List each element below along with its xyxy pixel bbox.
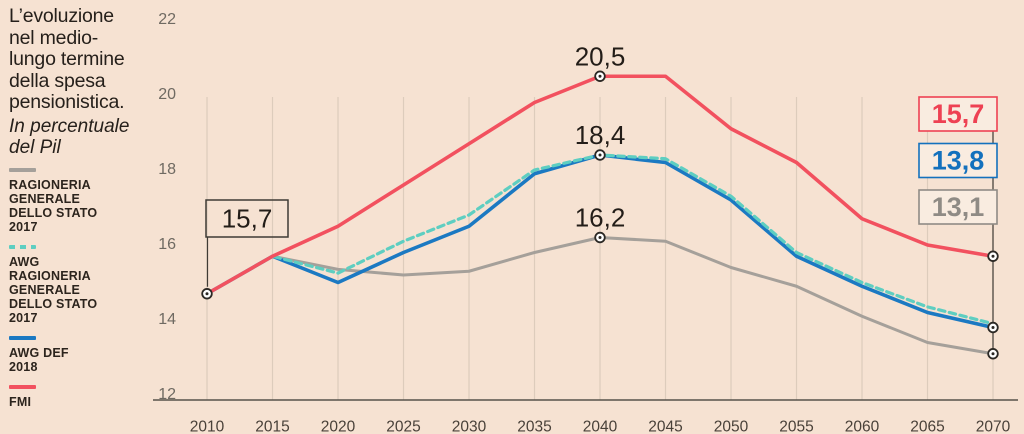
x-tick-label-2020: 2020: [321, 418, 356, 434]
y-tick-label-12: 12: [158, 386, 176, 403]
end-value-label-fmi: 15,7: [932, 99, 985, 129]
data-point-marker-dot-2070-5: [991, 326, 995, 329]
legend-swatch-awg-rgs-2017-dashed-line-icon: [9, 244, 36, 249]
legend-item-fmi: FMI: [9, 384, 165, 409]
legend-item-rgs-2017: RAGIONERIA GENERALE DELLO STATO 2017: [9, 167, 165, 234]
legend-swatch-fmi-line-icon: [9, 384, 36, 389]
x-tick-label-2015: 2015: [255, 418, 289, 434]
legend-label-rgs-2017: RAGIONERIA GENERALE DELLO STATO 2017: [9, 177, 98, 234]
x-tick-label-2055: 2055: [779, 418, 813, 434]
end-value-label-rgs-2017: 13,1: [932, 192, 985, 222]
end-value-label-awg-def-2018: 13,8: [932, 146, 985, 176]
start-value-box: [205, 199, 289, 238]
peak-value-label-awg-def-2018: 18,4: [575, 120, 626, 150]
x-tick-label-2010: 2010: [190, 418, 225, 434]
legend-swatch-awg-def-2018-line-icon: [9, 335, 36, 340]
x-tick-label-2025: 2025: [386, 418, 420, 434]
x-tick-label-2040: 2040: [583, 418, 618, 434]
peak-value-label-rgs-2017: 16,2: [575, 203, 626, 233]
y-tick-label-16: 16: [158, 236, 176, 253]
legend-label-awg-def-2018: AWG DEF 2018: [9, 345, 69, 374]
legend-label-fmi: FMI: [9, 394, 32, 409]
data-point-marker-dot-2070-4: [991, 254, 995, 258]
chart-header: L’evoluzione nel medio- lungo termine de…: [9, 5, 165, 420]
data-point-marker-dot-2040-1: [598, 74, 602, 78]
data-point-marker-dot-2070-6: [991, 352, 995, 356]
legend-item-awg-rgs-2017: AWG RAGIONERIA GENERALE DELLO STATO 2017: [9, 244, 165, 325]
y-tick-label-18: 18: [158, 161, 176, 178]
legend: RAGIONERIA GENERALE DELLO STATO 2017 AWG …: [9, 167, 165, 409]
x-tick-label-2035: 2035: [517, 418, 551, 434]
x-tick-label-2065: 2065: [910, 418, 944, 434]
legend-label-awg-rgs-2017: AWG RAGIONERIA GENERALE DELLO STATO 2017: [9, 254, 98, 325]
legend-swatch-rgs-2017-line-icon: [9, 167, 36, 172]
legend-item-awg-def-2018: AWG DEF 2018: [9, 335, 165, 374]
x-tick-label-2070: 2070: [976, 418, 1011, 434]
data-point-marker-dot-2010-0: [205, 292, 209, 296]
y-tick-label-20: 20: [158, 86, 176, 103]
y-tick-label-22: 22: [158, 11, 176, 28]
x-tick-label-2045: 2045: [648, 418, 682, 434]
x-tick-label-2050: 2050: [714, 418, 749, 434]
x-tick-label-2030: 2030: [452, 418, 487, 434]
start-value-label: 15,7: [222, 204, 273, 234]
x-tick-label-2060: 2060: [845, 418, 880, 434]
peak-value-label-fmi: 20,5: [575, 41, 626, 71]
y-tick-label-14: 14: [158, 311, 176, 328]
end-value-box-rgs-2017: [918, 189, 998, 225]
end-value-box-awg-def-2018: [918, 142, 998, 179]
data-point-marker-dot-2040-2: [598, 153, 602, 157]
page-title: L’evoluzione nel medio- lungo termine de…: [9, 5, 125, 113]
chart-subtitle: In percentuale del Pil: [9, 115, 130, 159]
data-point-marker-dot-2040-3: [598, 236, 602, 239]
end-value-box-fmi: [918, 96, 998, 132]
